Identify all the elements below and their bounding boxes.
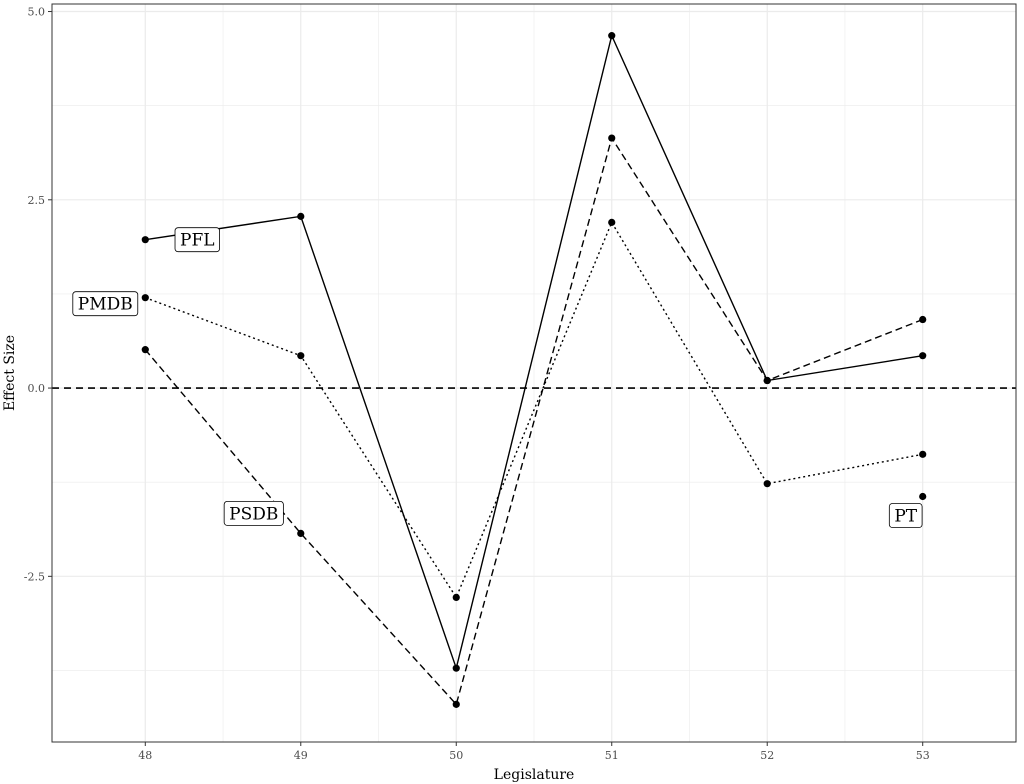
label-box — [72, 291, 139, 317]
label-box — [888, 503, 923, 528]
y-tick-label: 0.0 — [28, 382, 46, 395]
x-axis-title: Legislature — [494, 767, 575, 783]
y-axis: -2.5 0.0 2.5 5.0 — [24, 6, 52, 583]
panel-border — [51, 3, 1017, 743]
data-point-pmdb — [452, 593, 460, 602]
series-line-pfl — [145, 33, 923, 671]
data-point-pfl — [608, 32, 616, 40]
data-point-psdb — [141, 346, 149, 354]
y-tick-label: 5.0 — [28, 6, 46, 19]
party-label-text: PMDB — [78, 295, 133, 315]
party-label-text: PT — [894, 507, 917, 527]
label-box — [174, 227, 220, 253]
series-points — [141, 32, 927, 708]
party-label-text: PSDB — [229, 504, 278, 524]
data-point-psdb — [763, 376, 771, 385]
party-label-pmdb: PMDB — [72, 291, 139, 317]
data-point-pmdb — [608, 218, 616, 226]
data-point-pfl — [297, 212, 305, 220]
data-point-pt — [919, 492, 927, 501]
party-label-text: PFL — [180, 231, 215, 251]
data-point-psdb — [452, 700, 460, 708]
data-point-pmdb — [919, 450, 927, 458]
party-label-pfl: PFL — [174, 227, 220, 253]
data-point-pmdb — [763, 480, 771, 488]
data-point-pfl — [141, 236, 149, 244]
label-box — [223, 501, 284, 526]
y-tick-label: -2.5 — [24, 570, 45, 583]
x-tick-label: 48 — [138, 749, 152, 762]
data-point-pmdb — [297, 352, 305, 360]
party-labels: PFL PMDB PSDB PT — [72, 227, 923, 528]
x-tick-label: 53 — [916, 749, 930, 762]
x-tick-label: 51 — [605, 749, 619, 762]
x-tick-label: 50 — [449, 749, 463, 762]
x-tick-label: 49 — [294, 749, 308, 762]
series-line-pmdb — [145, 220, 923, 599]
x-axis: 48 49 50 51 52 53 — [138, 742, 930, 762]
data-point-psdb — [919, 315, 927, 324]
grid — [52, 4, 1016, 742]
data-point-pfl — [919, 352, 927, 360]
party-label-psdb: PSDB — [223, 501, 284, 526]
data-point-psdb — [297, 529, 305, 538]
data-point-psdb — [608, 134, 616, 142]
x-tick-label: 52 — [760, 749, 774, 762]
data-point-pmdb — [141, 294, 149, 302]
y-axis-title: Effect Size — [2, 335, 18, 411]
y-tick-label: 2.5 — [28, 194, 46, 207]
data-point-pfl — [452, 664, 460, 672]
party-label-pt: PT — [888, 503, 923, 528]
